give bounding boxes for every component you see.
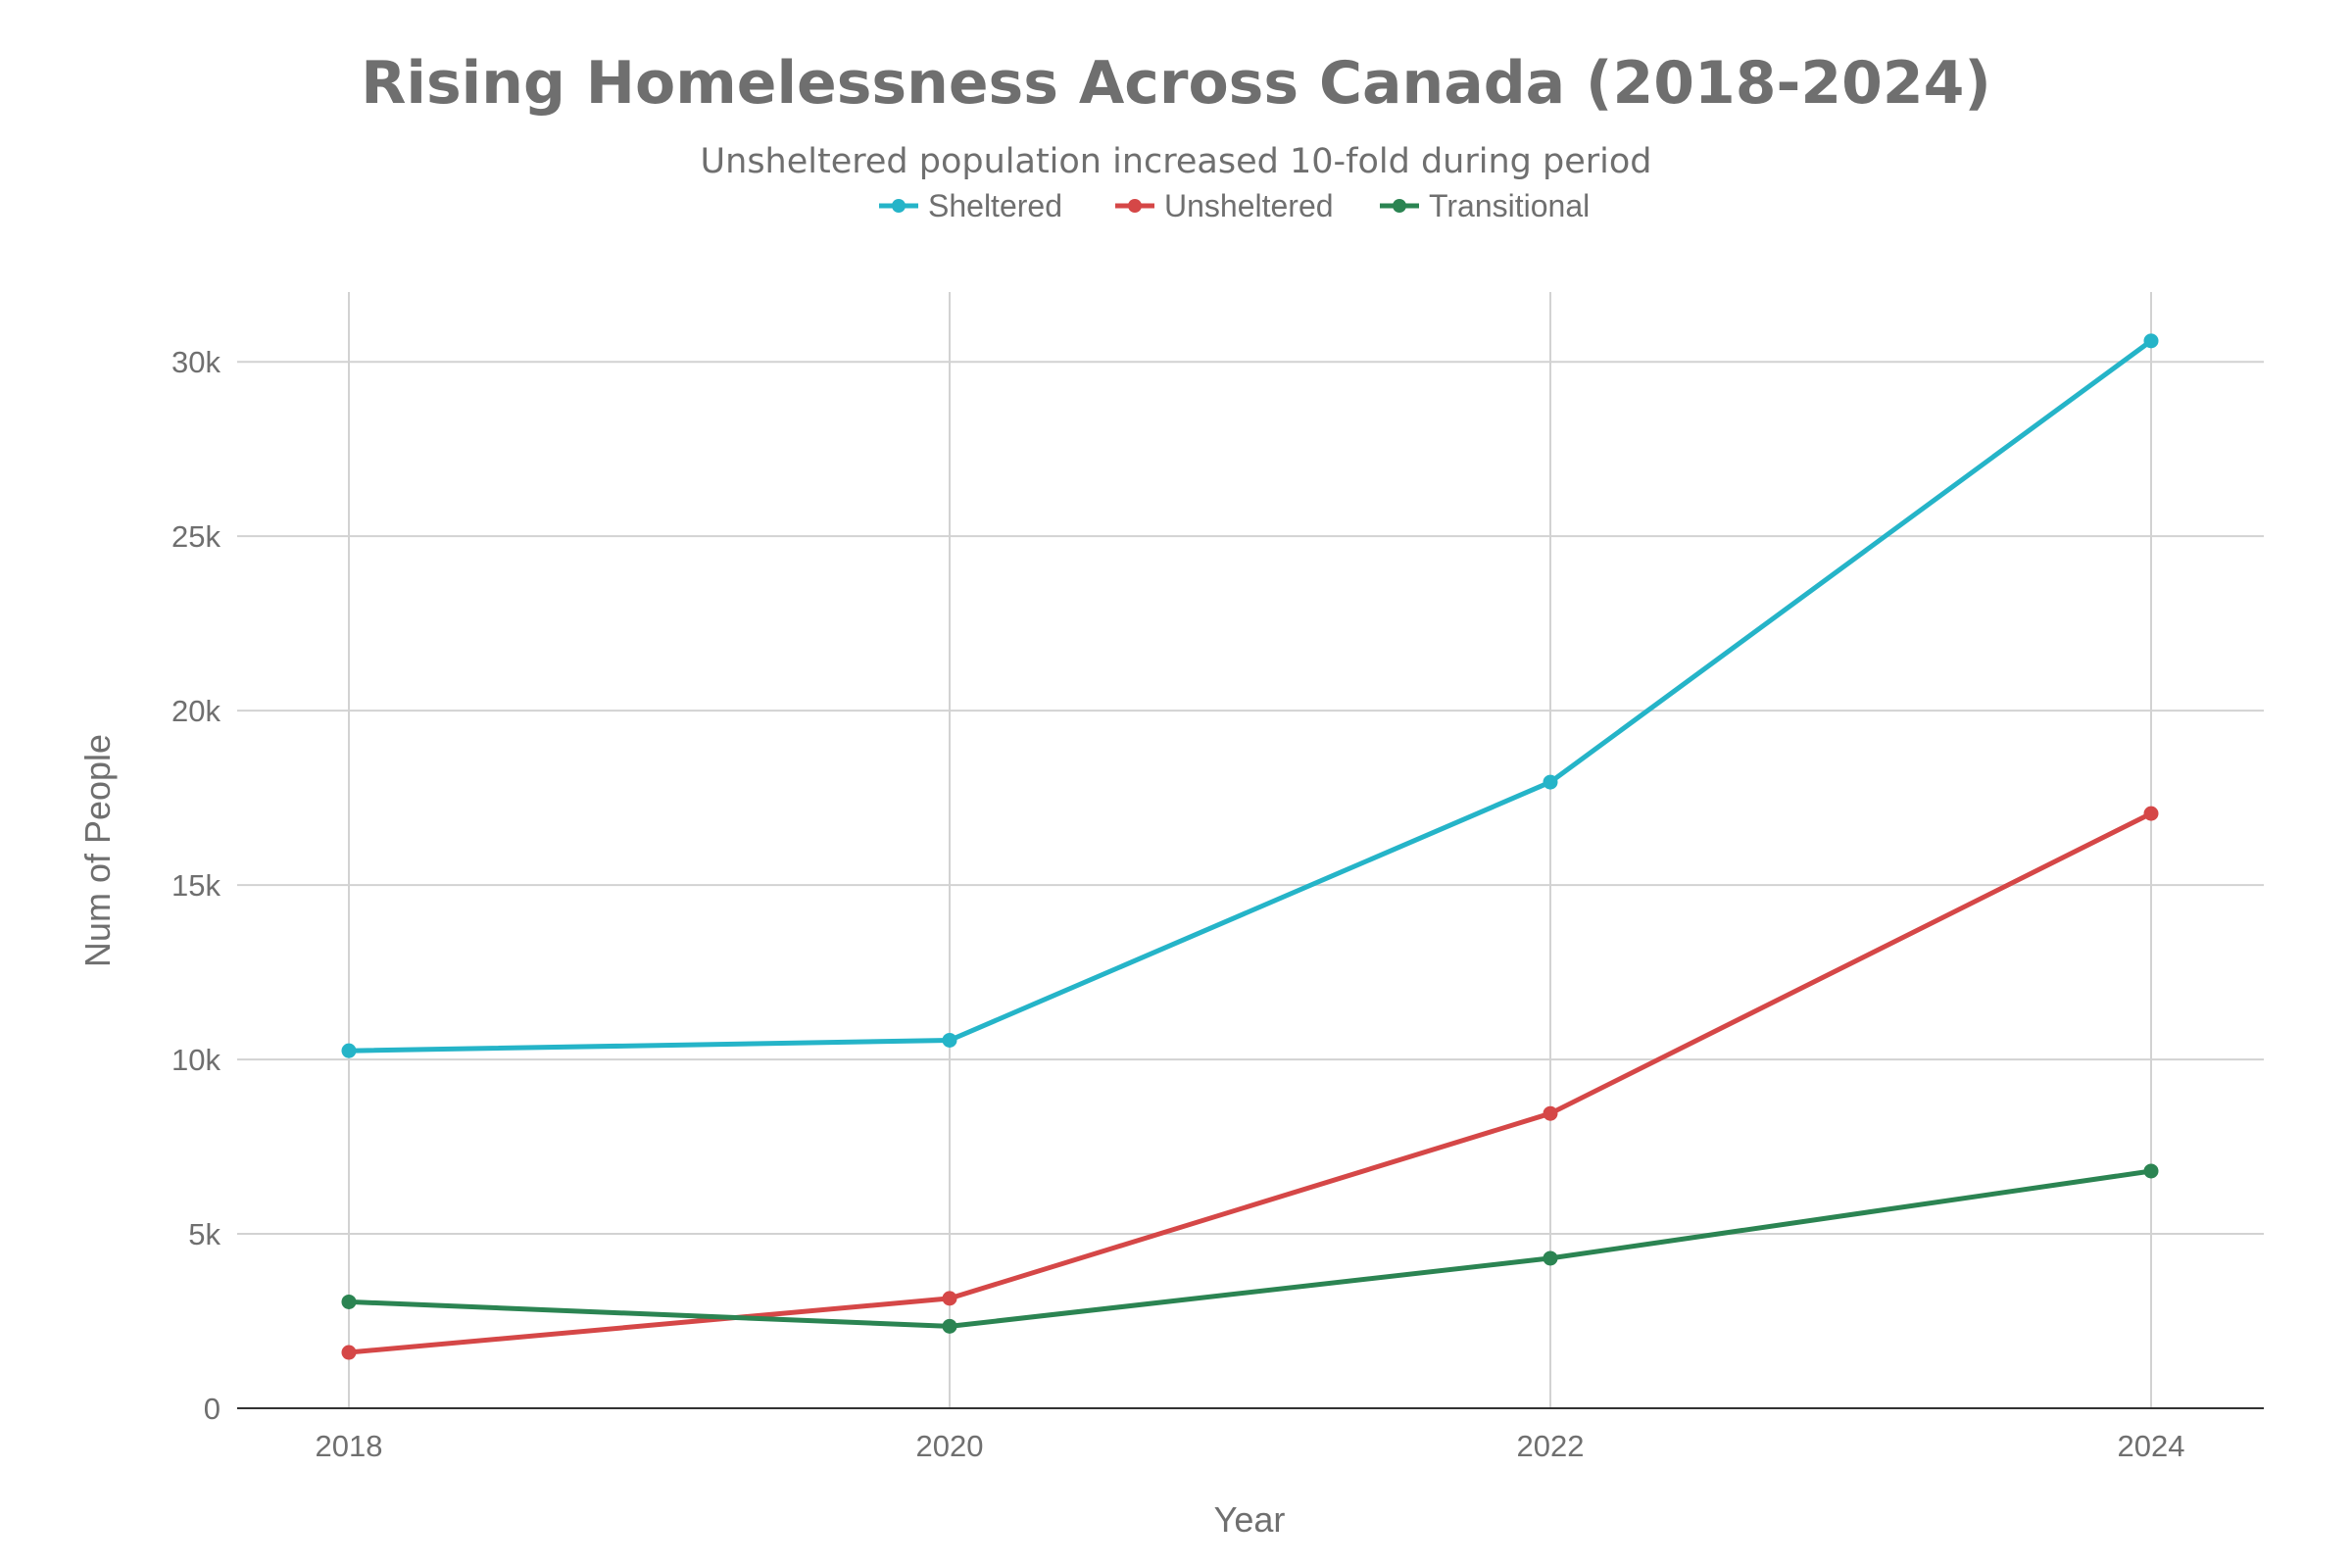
data-point-sheltered-2022 <box>1543 774 1558 790</box>
y-tick-labels: 0 5k 10k 15k 20k 25k 30k <box>172 345 220 1426</box>
legend-item-unsheltered[interactable]: Unsheltered <box>1115 188 1334 223</box>
data-point-unsheltered-2020 <box>942 1291 957 1306</box>
legend-label-unsheltered: Unsheltered <box>1164 188 1334 223</box>
data-point-transitional-2020 <box>942 1318 957 1334</box>
y-tick-label-20000: 20k <box>172 694 220 728</box>
x-tick-labels: 2018 2020 2022 2024 <box>316 1429 2185 1463</box>
legend-marker-unsheltered <box>1128 199 1142 213</box>
data-point-transitional-2018 <box>341 1294 357 1309</box>
data-point-unsheltered-2024 <box>2143 806 2159 821</box>
y-tick-label-5000: 5k <box>188 1217 220 1251</box>
legend-item-sheltered[interactable]: Sheltered <box>879 188 1062 223</box>
data-point-sheltered-2018 <box>341 1043 357 1058</box>
y-tick-label-25000: 25k <box>172 519 220 554</box>
y-axis-title: Num of People <box>77 734 118 967</box>
x-tick-label-2024: 2024 <box>2118 1429 2185 1463</box>
legend-marker-transitional <box>1393 199 1406 213</box>
series-line-unsheltered <box>346 810 2154 1355</box>
series-line-sheltered <box>346 338 2154 1054</box>
legend-label-transitional: Transitional <box>1429 188 1590 223</box>
x-axis-title: Year <box>1214 1499 1286 1540</box>
y-tick-label-0: 0 <box>204 1392 220 1426</box>
y-tick-label-15000: 15k <box>172 868 220 903</box>
x-tick-label-2018: 2018 <box>316 1429 383 1463</box>
data-point-transitional-2024 <box>2143 1163 2159 1179</box>
data-point-sheltered-2020 <box>942 1032 957 1048</box>
y-gridlines <box>237 361 2264 1236</box>
x-tick-label-2020: 2020 <box>916 1429 984 1463</box>
chart-title: Rising Homelessness Across Canada (2018-… <box>361 49 1991 118</box>
legend-marker-sheltered <box>892 199 906 213</box>
chart-subtitle: Unsheltered population increased 10-fold… <box>701 142 1652 181</box>
data-point-unsheltered-2018 <box>341 1345 357 1360</box>
legend: Sheltered Unsheltered Transitional <box>879 188 1590 223</box>
y-tick-label-10000: 10k <box>172 1043 220 1077</box>
y-tick-label-30000: 30k <box>172 345 220 379</box>
legend-item-transitional[interactable]: Transitional <box>1380 188 1590 223</box>
legend-label-sheltered: Sheltered <box>928 188 1062 223</box>
series-line-transitional <box>346 1168 2154 1329</box>
x-tick-label-2022: 2022 <box>1517 1429 1585 1463</box>
data-point-transitional-2022 <box>1543 1250 1558 1266</box>
x-gridlines <box>348 292 2152 1408</box>
data-point-unsheltered-2022 <box>1543 1105 1558 1121</box>
data-point-sheltered-2024 <box>2143 333 2159 349</box>
series-layer <box>341 333 2159 1360</box>
